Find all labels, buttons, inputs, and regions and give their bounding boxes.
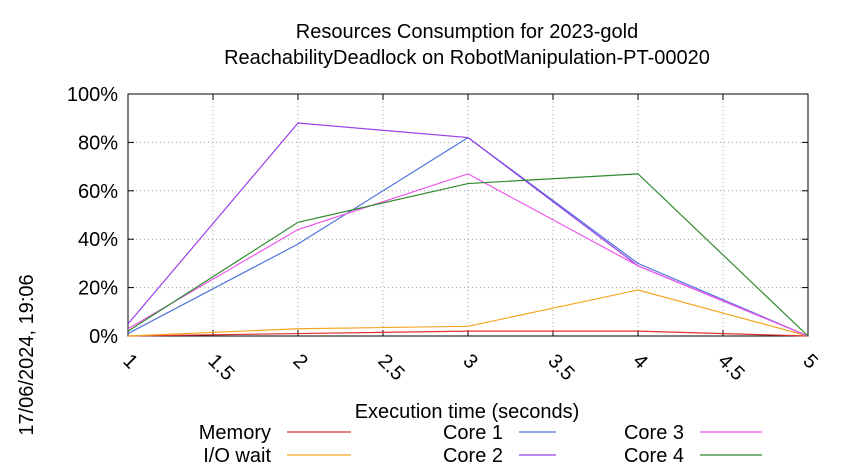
y-tick-label: 40% <box>78 229 118 251</box>
legend-label-memory: Memory <box>199 422 271 444</box>
x-tick-label: 4 <box>628 350 651 373</box>
legend-label-core-3: Core 3 <box>624 422 684 444</box>
y-tick-label: 60% <box>78 181 118 203</box>
plot-frame <box>127 93 809 337</box>
chart-title: Resources Consumption for 2023-gold <box>296 21 638 43</box>
legend-label-core-4: Core 4 <box>624 445 684 467</box>
x-tick-label: 3.5 <box>543 350 578 385</box>
series-line-core-4 <box>127 173 809 337</box>
y-axis-ticks: 0% 20% 40% 60% 80% 100% <box>67 84 808 348</box>
x-tick-label: 4.5 <box>713 350 748 385</box>
x-tick-label: 5 <box>798 350 821 373</box>
legend-label-core-2: Core 2 <box>443 445 503 467</box>
series-line-i-o-wait <box>127 289 809 337</box>
series-lines <box>127 122 809 337</box>
legend-label-core-1: Core 1 <box>443 422 503 444</box>
x-tick-label: 1.5 <box>203 350 238 385</box>
timestamp-label: 17/06/2024, 19:06 <box>16 274 38 435</box>
series-line-memory <box>127 330 809 337</box>
x-axis-label: Execution time (seconds) <box>355 401 580 423</box>
x-tick-label: 2.5 <box>373 350 408 385</box>
x-tick-label: 3 <box>458 350 481 373</box>
x-tick-label: 2 <box>288 350 311 373</box>
y-tick-label: 80% <box>78 132 118 154</box>
grid <box>127 93 809 337</box>
legend-label-i-o-wait: I/O wait <box>203 445 271 467</box>
y-tick-label: 100% <box>67 84 118 106</box>
series-line-core-3 <box>127 173 809 337</box>
chart-subtitle: ReachabilityDeadlock on RobotManipulatio… <box>224 47 710 69</box>
y-tick-label: 0% <box>89 326 118 348</box>
y-tick-label: 20% <box>78 278 118 300</box>
x-tick-label: 1 <box>118 350 141 373</box>
